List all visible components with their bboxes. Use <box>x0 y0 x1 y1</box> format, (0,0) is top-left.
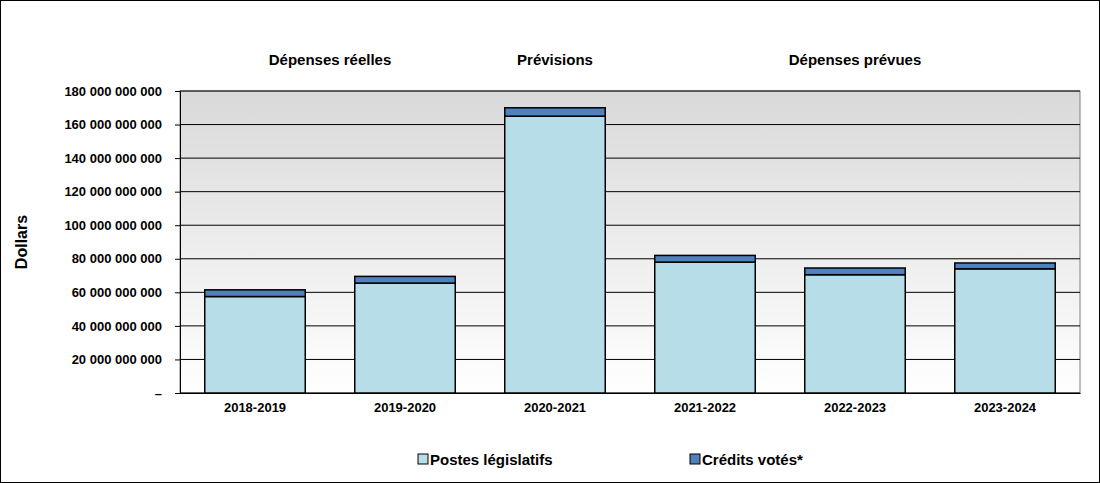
grid-line <box>180 325 1080 326</box>
y-tick-mark <box>175 158 180 159</box>
bar <box>955 263 1056 269</box>
y-tick: 100 000 000 000 <box>64 218 180 233</box>
y-tick-mark <box>175 125 180 126</box>
y-tick-label: 100 000 000 000 <box>64 218 162 233</box>
legend-swatch <box>690 454 700 464</box>
x-tick-label: 2021-2022 <box>674 400 736 415</box>
x-tick-label: 2022-2023 <box>824 400 886 415</box>
legend-label: Crédits votés* <box>702 451 803 468</box>
plot-background <box>180 91 1080 393</box>
y-tick: – <box>155 386 180 401</box>
bar <box>655 255 756 262</box>
y-axis-title: Dollars <box>13 215 30 269</box>
x-tick-label: 2019-2020 <box>374 400 436 415</box>
bar <box>355 276 456 283</box>
grid-line <box>180 258 1080 259</box>
x-tick: 2020-2021 <box>524 393 586 415</box>
grid-line <box>180 158 1080 159</box>
bar <box>205 297 306 393</box>
bar <box>205 290 306 297</box>
x-tick: 2022-2023 <box>824 393 886 415</box>
bar <box>655 262 756 393</box>
x-tick: 2019-2020 <box>374 393 436 415</box>
y-tick-mark <box>175 91 180 92</box>
y-tick-label: 180 000 000 000 <box>64 84 162 99</box>
grid-line <box>180 91 1080 92</box>
bar <box>505 116 606 393</box>
x-tick: 2021-2022 <box>674 393 736 415</box>
legend: Postes législatifs Crédits votés* <box>418 451 803 468</box>
y-tick: 40 000 000 000 <box>72 319 180 334</box>
y-tick-mark <box>175 326 180 327</box>
grid-line <box>180 359 1080 360</box>
grid-line <box>180 191 1080 192</box>
x-axis: 2018-2019 2019-2020 2020-2021 2021-2022 2022… <box>181 393 1081 415</box>
grid <box>180 91 1080 393</box>
bar <box>805 275 906 393</box>
x-tick-label: 2018-2019 <box>224 400 286 415</box>
x-tick: 2023-2024 <box>974 393 1037 415</box>
y-tick-mark <box>175 259 180 260</box>
y-tick-mark <box>175 359 180 360</box>
y-tick: 180 000 000 000 <box>64 84 180 99</box>
y-tick-label: 160 000 000 000 <box>64 117 162 132</box>
y-axis: – 20 000 000 000 40 000 000 000 60 000 000 … <box>64 84 180 401</box>
bars <box>205 108 1056 393</box>
y-tick: 60 000 000 000 <box>72 285 180 300</box>
y-tick-label: 20 000 000 000 <box>72 352 162 367</box>
y-axis-line <box>175 92 181 394</box>
y-tick-label: 140 000 000 000 <box>64 151 162 166</box>
y-tick: 80 000 000 000 <box>72 251 180 266</box>
annotation: Prévisions <box>517 51 593 68</box>
y-tick-label: – <box>155 386 162 401</box>
chart-frame <box>1 1 1100 483</box>
legend-label: Postes législatifs <box>430 451 553 468</box>
plot: – 20 000 000 000 40 000 000 000 60 000 000 … <box>64 84 1080 415</box>
x-tick-label: 2023-2024 <box>974 400 1037 415</box>
grid-line <box>180 292 1080 293</box>
annotation: Dépenses prévues <box>789 51 922 68</box>
bar <box>355 283 456 393</box>
y-tick-label: 80 000 000 000 <box>72 251 162 266</box>
x-tick-label: 2020-2021 <box>524 400 586 415</box>
x-tick: 2018-2019 <box>224 393 286 415</box>
grid-line <box>180 124 1080 125</box>
y-tick-mark <box>175 192 180 193</box>
y-tick-mark <box>175 292 180 293</box>
y-tick: 140 000 000 000 <box>64 151 180 166</box>
y-tick: 160 000 000 000 <box>64 117 180 132</box>
y-tick: 120 000 000 000 <box>64 184 180 199</box>
y-tick-label: 40 000 000 000 <box>72 319 162 334</box>
y-tick: 20 000 000 000 <box>72 352 180 367</box>
y-tick-mark <box>175 225 180 226</box>
annotation: Dépenses réelles <box>269 51 392 68</box>
y-tick-label: 120 000 000 000 <box>64 184 162 199</box>
y-tick-mark <box>175 393 180 394</box>
legend-swatch <box>418 454 428 464</box>
bar <box>955 269 1056 393</box>
grid-line <box>180 393 1080 394</box>
chart: – 20 000 000 000 40 000 000 000 60 000 000 … <box>0 0 1100 483</box>
x-axis-line <box>181 393 1081 394</box>
y-tick-label: 60 000 000 000 <box>72 285 162 300</box>
grid-line <box>180 225 1080 226</box>
bar <box>805 268 906 275</box>
bar <box>505 108 606 116</box>
